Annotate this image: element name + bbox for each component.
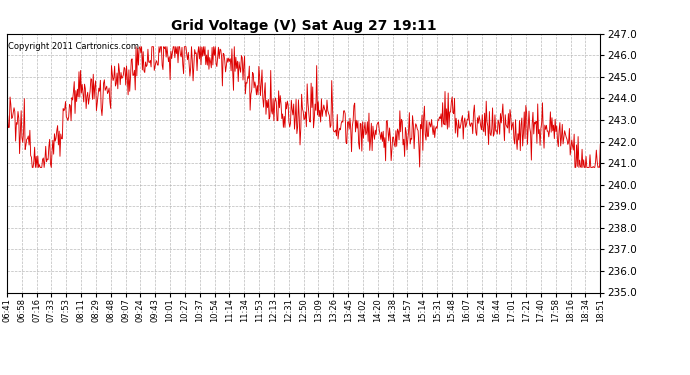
Title: Grid Voltage (V) Sat Aug 27 19:11: Grid Voltage (V) Sat Aug 27 19:11: [171, 19, 436, 33]
Text: Copyright 2011 Cartronics.com: Copyright 2011 Cartronics.com: [8, 42, 139, 51]
